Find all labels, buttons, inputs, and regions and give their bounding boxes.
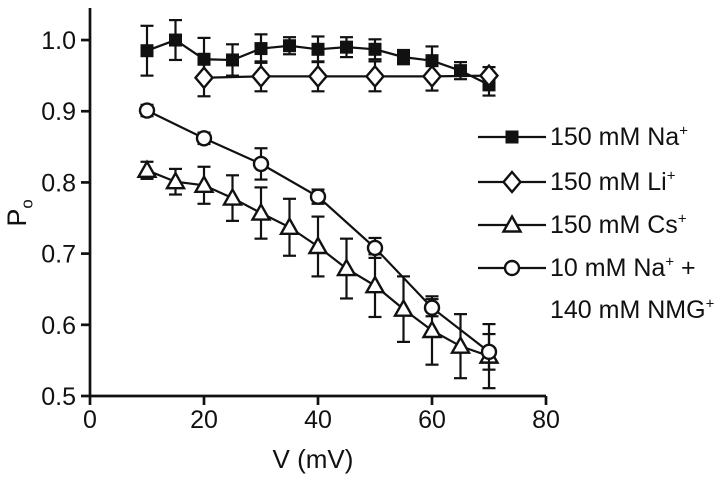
x-tick-label: 20: [190, 406, 218, 434]
open-diamond-marker: [307, 64, 329, 89]
x-axis-label: V (mV): [273, 444, 354, 474]
legend: 150 mM Na+ 150 mM Li+ 150 mM Cs+ 10 mM Na+ …: [478, 0, 720, 479]
triangle-open-legend-icon: [478, 214, 546, 233]
legend-item-nmg-line2: 140 mM NMG+: [478, 296, 714, 324]
open-triangle-marker: [250, 202, 272, 221]
filled-square-marker: [311, 42, 325, 56]
y-axis-label-subscript: o: [17, 199, 37, 209]
filled-square-marker: [254, 42, 268, 56]
legend-label-text: 150 mM Li: [550, 167, 667, 196]
series-line-li: [203, 74, 490, 79]
legend-label: 150 mM Li+: [550, 168, 675, 197]
legend-item-na: 150 mM Na+: [478, 123, 688, 151]
open-triangle-marker: [193, 174, 215, 193]
y-tick-label: 0.7: [41, 241, 76, 269]
filled-square-marker: [169, 33, 182, 47]
legend-label: 150 mM Cs+: [550, 211, 687, 240]
series-cs: [136, 159, 500, 390]
open-triangle-marker: [501, 214, 523, 233]
x-tick-label: 60: [418, 406, 446, 434]
legend-label-text: 150 mM Na: [550, 122, 680, 151]
x-tick-label: 40: [304, 406, 332, 434]
diamond-open-legend-icon: [478, 170, 546, 194]
open-circle-marker: [480, 343, 498, 361]
legend-label-text: 140 mM NMG: [550, 295, 706, 324]
filled-square-marker: [368, 42, 382, 56]
y-axis-label: Po: [0, 182, 37, 244]
open-triangle-marker: [221, 187, 244, 206]
series-nmg: [138, 102, 498, 371]
open-triangle-marker: [136, 159, 158, 179]
open-triangle-marker: [307, 235, 329, 255]
superscript-plus: +: [665, 253, 675, 271]
open-triangle-marker: [164, 170, 187, 190]
y-tick-label: 1.0: [41, 27, 76, 55]
filled-square-marker: [425, 54, 439, 68]
superscript-plus: +: [705, 295, 715, 313]
open-diamond-marker: [193, 65, 215, 90]
filled-square-marker: [140, 44, 154, 58]
y-axis-label-text: P: [2, 208, 32, 227]
open-circle-marker: [252, 155, 270, 173]
legend-item-nmg: 10 mM Na+ +: [478, 254, 696, 282]
open-circle-marker: [423, 299, 441, 316]
superscript-plus: +: [679, 122, 688, 140]
legend-item-li: 150 mM Li+: [478, 168, 675, 196]
open-triangle-marker: [335, 257, 358, 277]
filled-square-marker: [397, 50, 410, 64]
open-diamond-marker: [501, 170, 523, 194]
series-li: [193, 58, 500, 98]
x-tick-label: 80: [532, 406, 560, 434]
superscript-plus: +: [666, 167, 676, 185]
open-triangle-marker: [421, 319, 443, 339]
open-diamond-marker: [364, 64, 386, 89]
y-tick-label: 0.8: [41, 169, 76, 197]
legend-label: 150 mM Na+: [550, 123, 688, 152]
legend-label: 10 mM Na+ +: [550, 254, 696, 283]
open-diamond-marker: [421, 64, 443, 89]
square-filled-legend-icon: [478, 130, 546, 144]
x-tick-label: 0: [83, 406, 97, 434]
y-tick-label: 0.5: [41, 383, 76, 411]
open-circle-marker: [309, 188, 327, 205]
circle-open-legend-icon: [478, 259, 546, 277]
legend-label: 140 mM NMG+: [550, 296, 714, 325]
filled-square-marker: [226, 53, 239, 67]
open-triangle-marker: [449, 335, 472, 354]
open-triangle-marker: [392, 298, 415, 317]
y-tick-label: 0.9: [41, 98, 76, 126]
y-tick-label: 0.6: [41, 312, 76, 340]
open-circle-marker: [138, 102, 156, 119]
filled-square-marker: [283, 39, 296, 53]
open-diamond-marker: [250, 64, 272, 89]
legend-label-text: 10 mM Na: [550, 253, 666, 282]
open-diamond-marker: [478, 63, 500, 88]
open-triangle-marker: [278, 216, 301, 235]
filled-square-marker: [505, 130, 519, 144]
open-circle-marker: [195, 130, 213, 147]
legend-label-text: 150 mM Cs: [550, 210, 678, 239]
open-circle-marker: [366, 239, 384, 257]
filled-square-marker: [454, 64, 467, 78]
filled-square-marker: [340, 40, 353, 54]
legend-item-cs: 150 mM Cs+: [478, 211, 687, 239]
plot-axes: 0 20 40 60 80 0.5 0.6 0.7 0.8 0.9 1.0: [41, 8, 560, 434]
superscript-plus: +: [677, 210, 687, 228]
open-triangle-marker: [364, 274, 386, 294]
open-circle-marker: [503, 259, 521, 277]
legend-label-text: +: [674, 253, 696, 282]
